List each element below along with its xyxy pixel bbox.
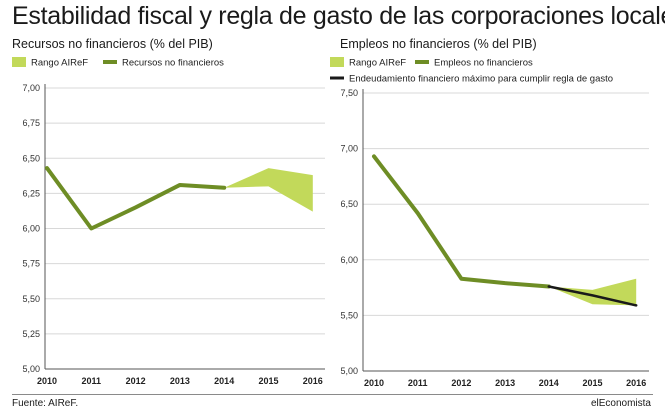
x-tick-label: 2010 bbox=[364, 378, 384, 388]
y-tick-label: 7,50 bbox=[340, 88, 358, 98]
x-tick-label: 2013 bbox=[170, 376, 190, 386]
y-tick-label: 6,00 bbox=[22, 224, 40, 234]
x-tick-label: 2011 bbox=[408, 378, 428, 388]
legend-label: Empleos no financieros bbox=[434, 58, 533, 69]
x-tick-label: 2014 bbox=[539, 378, 559, 388]
y-tick-label: 7,00 bbox=[340, 144, 358, 154]
x-tick-label: 2011 bbox=[82, 376, 102, 386]
y-tick-label: 5,75 bbox=[22, 259, 40, 269]
series-line-main bbox=[372, 154, 551, 289]
x-tick-label: 2013 bbox=[495, 378, 515, 388]
footer-rule bbox=[12, 394, 653, 395]
series-line-main bbox=[45, 166, 227, 231]
x-tick-label: 2012 bbox=[126, 376, 146, 386]
legend-label: Rango AIReF bbox=[349, 58, 406, 69]
y-tick-label: 5,25 bbox=[22, 329, 40, 339]
y-tick-label: 5,50 bbox=[340, 310, 358, 320]
main-title: Estabilidad fiscal y regla de gasto de l… bbox=[12, 2, 665, 30]
legend-label: Rango AIReF bbox=[31, 58, 88, 69]
series-line-target bbox=[547, 285, 638, 307]
legend-swatch-band bbox=[330, 57, 344, 67]
y-tick-label: 5,00 bbox=[22, 364, 40, 374]
y-tick-label: 6,50 bbox=[22, 153, 40, 163]
legend-swatch-band bbox=[12, 57, 26, 67]
x-tick-label: 2016 bbox=[303, 376, 323, 386]
band-area-rango-airef bbox=[548, 278, 637, 306]
x-tick-label: 2014 bbox=[214, 376, 234, 386]
legend-label: Endeudamiento financiero máximo para cum… bbox=[349, 74, 613, 85]
y-tick-label: 5,00 bbox=[340, 366, 358, 376]
y-tick-label: 5,50 bbox=[22, 294, 40, 304]
y-tick-label: 6,00 bbox=[340, 255, 358, 265]
x-tick-label: 2015 bbox=[582, 378, 602, 388]
y-tick-label: 6,25 bbox=[22, 188, 40, 198]
right-chart-title: Empleos no financieros (% del PIB) bbox=[340, 37, 537, 51]
left-chart-title: Recursos no financieros (% del PIB) bbox=[12, 37, 213, 51]
x-tick-label: 2016 bbox=[626, 378, 646, 388]
brand-name: elEconomista bbox=[590, 398, 651, 409]
band-area-rango-airef bbox=[224, 168, 313, 212]
x-tick-label: 2010 bbox=[37, 376, 57, 386]
y-tick-label: 6,50 bbox=[340, 199, 358, 209]
x-tick-label: 2012 bbox=[451, 378, 471, 388]
legend-label: Recursos no financieros bbox=[122, 58, 224, 69]
y-tick-label: 7,00 bbox=[22, 83, 40, 93]
x-tick-label: 2015 bbox=[258, 376, 278, 386]
y-tick-label: 6,75 bbox=[22, 118, 40, 128]
source-note: Fuente: AIReF. bbox=[12, 398, 79, 409]
